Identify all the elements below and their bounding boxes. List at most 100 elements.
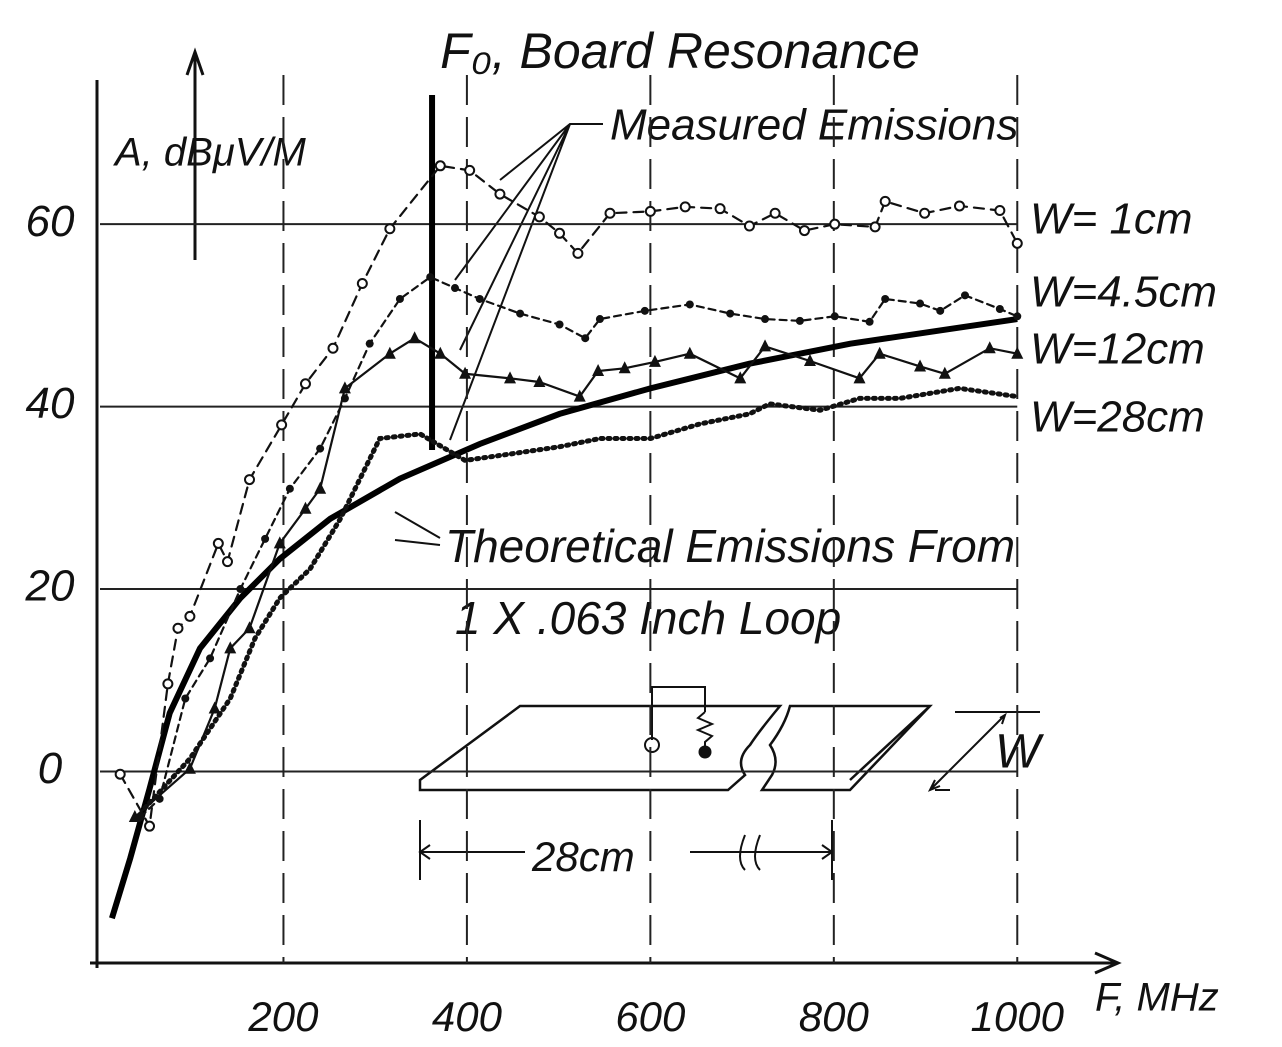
marker [365,339,374,348]
marker [960,291,969,300]
marker [434,346,447,359]
marker [464,164,476,176]
marker [853,371,866,384]
marker [285,484,294,493]
marker [1011,237,1023,249]
y-tick-label: 60 [26,197,75,246]
marker [714,203,726,215]
marker [554,227,566,239]
marker [572,247,584,259]
marker [879,195,891,207]
marker [494,188,506,200]
marker [128,810,141,823]
marker [212,537,224,549]
x-tick-label: 200 [247,993,319,1040]
marker [618,361,631,374]
series-line [119,164,1019,830]
marker [243,621,256,634]
marker [383,346,396,359]
y-tick-label: 40 [26,379,75,428]
x-tick-label: 600 [615,993,686,1040]
marker [208,701,221,714]
marker [206,654,215,663]
marker [475,294,484,303]
x-axis-label: F, MHz [1095,976,1219,1020]
marker [395,294,404,303]
marker [459,366,472,379]
marker [426,273,435,282]
marker [829,218,841,230]
annotation: Theoretical Emissions From [445,520,1015,572]
marker [803,354,816,366]
marker [224,641,237,654]
dimension [927,711,1040,792]
marker [595,315,604,324]
marker [184,610,196,622]
x-tick-label: 800 [799,993,870,1040]
marker [1013,312,1022,321]
marker [995,305,1004,314]
loop [651,686,715,750]
marker [144,820,156,832]
marker [183,761,196,774]
marker [683,346,696,359]
marker [384,223,396,235]
marker [162,678,174,690]
marker [261,534,270,543]
legend-label: W=4.5cm [1030,268,1217,317]
marker [581,334,590,343]
y-tick-label: 20 [25,562,75,611]
marker [316,444,325,453]
marker [873,346,886,359]
annotation: W [995,726,1045,779]
legend-label: W= 1cm [1030,195,1193,244]
y-tick-label: 0 [38,744,63,793]
marker [338,381,351,394]
marker [914,359,927,372]
legend-label: W=12cm [1030,325,1205,374]
x-tick-label: 1000 [971,993,1065,1040]
x-tick-label: 400 [432,993,503,1040]
marker [222,556,234,568]
annotation: 1 X .063 Inch Loop [455,592,841,644]
marker [679,201,691,213]
marker [356,277,368,289]
marker [450,284,459,293]
marker [769,207,781,219]
loop-port [644,737,660,753]
leader [449,123,603,441]
annotation: Measured Emissions [610,101,1018,150]
y-axis-label: A, dBμV/M [113,131,307,175]
marker [644,205,656,217]
marker [743,220,755,232]
board [418,704,783,792]
marker [604,207,616,219]
dimension [418,820,834,880]
marker [516,309,525,318]
loop-load [698,745,712,759]
marker [726,309,735,318]
marker [936,306,945,315]
marker [434,160,446,172]
marker [244,474,256,486]
marker [592,364,605,377]
marker [273,536,286,549]
marker [795,316,804,325]
marker [504,371,517,384]
marker [327,342,339,354]
marker [114,768,126,780]
marker [648,354,661,367]
marker [761,315,770,324]
chart-title: F₀, Board Resonance [440,23,920,79]
decor [90,47,1122,975]
marker [919,207,931,219]
marker [555,320,564,329]
marker [881,294,890,303]
marker [798,225,810,237]
marker [983,341,996,354]
marker [276,419,288,431]
marker [994,205,1006,216]
leader [394,511,441,546]
marker [734,371,747,384]
